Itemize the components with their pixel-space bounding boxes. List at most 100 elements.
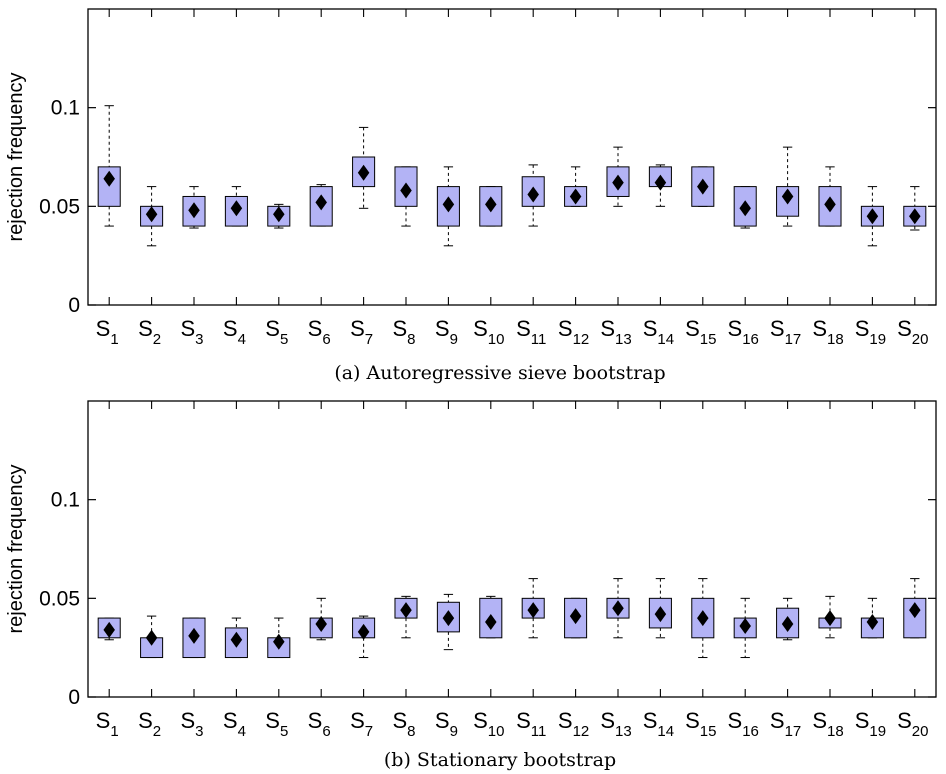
mean-marker (188, 627, 200, 644)
mean-marker (230, 200, 243, 217)
x-tick-label: S2 (138, 708, 161, 740)
x-tick-label: S1 (96, 316, 119, 348)
mean-marker (315, 194, 327, 211)
mean-marker (527, 602, 539, 619)
mean-marker (145, 629, 158, 646)
box-s9 (436, 593, 460, 651)
mean-marker (824, 610, 836, 627)
box-s7 (352, 615, 376, 659)
x-tick-label: S2 (138, 316, 161, 348)
mean-marker (400, 182, 412, 199)
box-s8 (394, 166, 418, 227)
box-s6 (309, 184, 333, 227)
x-tick-label: S3 (180, 316, 203, 348)
plot-frame (87, 400, 937, 698)
x-tick-label: S19 (855, 316, 886, 348)
box-s12 (564, 597, 588, 639)
mean-marker (866, 614, 879, 631)
box-s3 (182, 617, 206, 659)
box-s3 (182, 186, 206, 229)
box-s1 (97, 105, 121, 227)
x-tick-label: S20 (897, 316, 928, 348)
mean-marker (315, 615, 327, 632)
box-s12 (564, 166, 588, 207)
x-tick-label: S1 (96, 708, 119, 740)
x-tick-label: S11 (516, 708, 546, 740)
mean-marker (739, 617, 751, 634)
x-tick-label: S17 (770, 708, 801, 740)
x-tick-label: S14 (643, 316, 674, 348)
box-s20 (903, 578, 927, 639)
mean-marker (357, 623, 370, 640)
box-s11 (521, 164, 545, 227)
x-tick-label: S8 (392, 316, 415, 348)
x-tick-label: S4 (223, 316, 246, 348)
box-s2 (140, 615, 164, 659)
x-tick-label: S6 (308, 316, 331, 348)
mean-marker (739, 200, 751, 217)
x-tick-label: S8 (392, 708, 415, 740)
x-tick-label: S6 (308, 708, 331, 740)
box-s9 (436, 166, 460, 247)
mean-marker (400, 602, 412, 619)
y-tick-label: 0 (68, 686, 80, 709)
box-s10 (479, 595, 503, 639)
mean-marker (442, 196, 455, 213)
x-tick-label: S9 (435, 708, 458, 740)
mean-marker (654, 174, 667, 191)
mean-marker (612, 600, 624, 617)
x-tick-label: S16 (728, 316, 759, 348)
x-tick-label: S7 (350, 708, 373, 740)
x-tick-label: S13 (600, 316, 631, 348)
x-tick-label: S12 (558, 708, 589, 740)
box-s13 (606, 146, 630, 207)
y-tick-label: 0.1 (51, 97, 80, 120)
x-tick-label: S15 (685, 708, 716, 740)
x-tick-label: S18 (812, 316, 843, 348)
y-axis-label: rejection frequency (5, 465, 27, 634)
mean-marker (654, 606, 667, 623)
mean-marker (781, 188, 794, 205)
mean-marker (485, 614, 497, 631)
box-s2 (140, 186, 164, 247)
box-s8 (394, 595, 418, 639)
y-tick-label: 0 (68, 294, 80, 317)
box-s19 (860, 186, 884, 247)
box-s4 (224, 186, 248, 227)
x-tick-label: S19 (855, 708, 886, 740)
box-s1 (97, 617, 121, 641)
x-tick-label: S14 (643, 708, 674, 740)
mean-marker (103, 170, 115, 187)
x-tick-label: S5 (265, 316, 288, 348)
box-s19 (860, 597, 884, 639)
box-s16 (733, 597, 757, 659)
x-tick-label: S17 (770, 316, 801, 348)
x-tick-label: S7 (350, 316, 373, 348)
mean-marker (824, 196, 836, 213)
mean-marker (569, 608, 582, 625)
box-s20 (903, 186, 927, 231)
box-s14 (648, 578, 672, 639)
box-s17 (776, 597, 800, 641)
box-s13 (606, 578, 630, 639)
x-tick-label: S5 (265, 708, 288, 740)
panel-caption: (a) Autoregressive sieve bootstrap (334, 362, 665, 384)
x-tick-label: S10 (473, 316, 504, 348)
box-s10 (479, 186, 503, 227)
mean-marker (485, 196, 497, 213)
mean-marker (909, 208, 921, 225)
y-tick-label: 0.05 (39, 195, 80, 218)
mean-marker (909, 602, 921, 619)
x-tick-label: S3 (180, 708, 203, 740)
plot-frame (87, 8, 937, 306)
mean-marker (866, 208, 879, 225)
box-s18 (818, 166, 842, 227)
x-tick-label: S20 (897, 708, 928, 740)
x-tick-label: S4 (223, 708, 246, 740)
box-s5 (267, 617, 291, 659)
y-tick-label: 0.05 (39, 587, 80, 610)
box-s17 (776, 146, 800, 227)
x-tick-label: S12 (558, 316, 589, 348)
mean-marker (781, 615, 794, 632)
mean-marker (273, 633, 285, 650)
